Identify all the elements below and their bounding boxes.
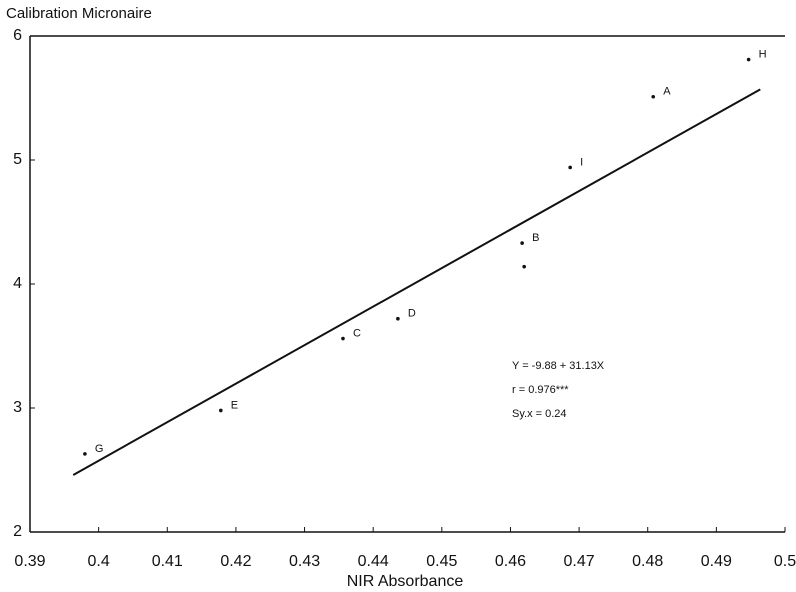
point (522, 264, 526, 269)
y-tick-label: 4 (13, 275, 22, 292)
x-axis-label: NIR Absorbance (347, 573, 464, 590)
annotation: r = 0.976*** (512, 384, 569, 396)
x-tick-label: 0.4 (88, 553, 110, 570)
annotation: Sy.x = 0.24 (512, 408, 567, 420)
point-label: A (663, 86, 671, 98)
point (651, 94, 656, 99)
point (83, 452, 87, 456)
y-tick-label: 5 (13, 151, 22, 168)
chart-title: Calibration Micronaire (6, 5, 152, 22)
x-tick-label: 0.39 (14, 553, 45, 570)
x-tick-label: 0.41 (152, 553, 183, 570)
y-tick-label: 6 (13, 27, 22, 44)
point (746, 57, 751, 62)
regression-line (72, 88, 761, 476)
x-tick-label: 0.46 (495, 553, 526, 570)
x-tick-label: 0.5 (774, 553, 796, 570)
point (341, 336, 345, 341)
point-label: B (532, 232, 539, 244)
x-tick-label: 0.44 (358, 553, 389, 570)
x-tick-label: 0.42 (220, 553, 251, 570)
x-tick-label: 0.43 (289, 553, 320, 570)
point-label: D (408, 308, 416, 320)
point (568, 165, 572, 170)
annotation: Y = -9.88 + 31.13X (512, 360, 605, 372)
x-tick-label: 0.49 (701, 553, 732, 570)
point-label: G (95, 443, 104, 455)
point (219, 408, 223, 413)
x-tick-label: 0.48 (632, 553, 663, 570)
point-label: C (353, 327, 361, 339)
point-label: H (759, 48, 767, 60)
point (396, 316, 400, 321)
x-tick-label: 0.45 (426, 553, 457, 570)
point-label: E (231, 399, 238, 411)
x-tick-label: 0.47 (564, 553, 595, 570)
y-tick-label: 3 (13, 399, 22, 416)
point-label: I (580, 156, 583, 168)
y-tick-label: 2 (13, 523, 22, 540)
point (520, 241, 524, 245)
